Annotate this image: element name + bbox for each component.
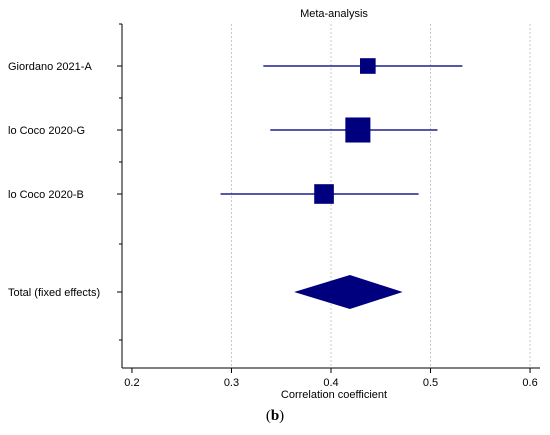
point-estimate-marker bbox=[360, 58, 376, 74]
forest-plot: Meta-analysis 0.2 0.3 0.4 0.5 0.6 Giordano 2… bbox=[8, 8, 540, 401]
x-tick-label-0.6: 0.6 bbox=[522, 377, 537, 389]
x-tick-label-0.4: 0.4 bbox=[323, 377, 338, 389]
study-label: lo Coco 2020-B bbox=[8, 189, 84, 201]
grid-lines bbox=[230, 24, 531, 368]
point-estimate-marker bbox=[314, 184, 334, 204]
x-tick-label-0.2: 0.2 bbox=[124, 377, 139, 389]
x-tick-label-0.5: 0.5 bbox=[423, 377, 438, 389]
study-rows: Giordano 2021-A lo Coco 2020-G lo Coco 202… bbox=[8, 58, 463, 204]
x-axis-label: Correlation coefficient bbox=[281, 389, 387, 401]
study-row-2: lo Coco 2020-G bbox=[8, 117, 438, 143]
study-row-1: Giordano 2021-A bbox=[8, 58, 463, 74]
chart-title: Meta-analysis bbox=[300, 8, 368, 20]
x-tick-label-0.3: 0.3 bbox=[224, 377, 239, 389]
study-label: Giordano 2021-A bbox=[8, 61, 92, 73]
figure-caption: (b) bbox=[265, 408, 285, 424]
study-label: lo Coco 2020-G bbox=[8, 125, 85, 137]
point-estimate-marker bbox=[345, 117, 371, 143]
pooled-row: Total (fixed effects) bbox=[8, 275, 403, 309]
pooled-diamond bbox=[294, 275, 403, 309]
study-row-3: lo Coco 2020-B bbox=[8, 184, 419, 204]
caption-label: b bbox=[270, 408, 280, 424]
pooled-label: Total (fixed effects) bbox=[8, 287, 100, 299]
axes: 0.2 0.3 0.4 0.5 0.6 bbox=[117, 23, 540, 389]
